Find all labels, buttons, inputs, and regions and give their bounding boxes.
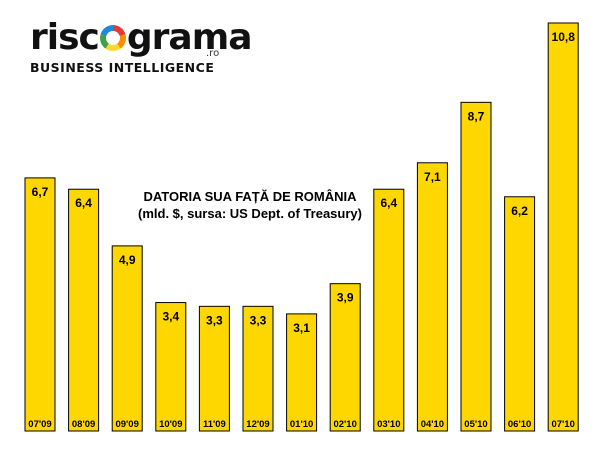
value-label: 4,9	[119, 253, 136, 267]
bar-04'10	[416, 162, 448, 432]
category-label: 10'09	[159, 419, 182, 430]
bar-07'10	[547, 22, 579, 432]
category-label: 12'09	[246, 419, 269, 430]
logo-wordmark: risc grama	[30, 17, 252, 58]
value-label: 10,8	[552, 30, 576, 44]
logo-tagline: BUSINESS INTELLIGENCE	[30, 60, 215, 75]
value-label: 6,7	[32, 185, 49, 199]
value-label: 7,1	[424, 170, 441, 184]
bar-10'09	[155, 302, 187, 432]
category-label: 07'10	[551, 419, 574, 430]
bar-05'10	[460, 101, 492, 432]
value-label: 6,4	[380, 196, 397, 210]
category-label: 04'10	[421, 419, 444, 430]
value-label: 3,1	[293, 321, 310, 335]
bar-08'09	[68, 188, 100, 432]
bar-01'10	[286, 313, 318, 432]
logo-suffix: .ro	[206, 48, 220, 59]
value-label: 3,4	[162, 310, 179, 324]
bar-02'10	[329, 283, 361, 432]
bar-11'09	[198, 305, 230, 432]
category-label: 01'10	[290, 419, 313, 430]
bar-07'09	[24, 177, 56, 432]
category-label: 02'10	[333, 419, 356, 430]
logo: risc grama .ro BUSINESS INTELLIGENCE	[30, 17, 252, 76]
value-label: 6,2	[511, 204, 528, 218]
category-label: 09'09	[115, 419, 138, 430]
value-label: 6,4	[75, 196, 92, 210]
bar-09'09	[111, 245, 143, 432]
logo-ring-icon	[99, 25, 126, 51]
value-label: 8,7	[468, 109, 485, 123]
category-label: 07'09	[28, 419, 51, 430]
category-label: 11'09	[203, 419, 226, 430]
chart-title-block: DATORIA SUA FAȚĂ DE ROMÂNIA (mld. $, sur…	[100, 188, 400, 222]
category-label: 06'10	[508, 419, 531, 430]
value-label: 3,3	[250, 313, 267, 327]
bar-06'10	[504, 196, 536, 432]
value-label: 3,9	[337, 291, 354, 305]
chart-title: DATORIA SUA FAȚĂ DE ROMÂNIA	[143, 189, 357, 204]
bar-12'09	[242, 305, 274, 432]
logo-word-right: grama	[126, 17, 253, 58]
category-label: 05'10	[464, 419, 487, 430]
category-label: 08'09	[72, 419, 95, 430]
logo-word-left: risc	[30, 17, 100, 58]
bar-03'10	[373, 188, 405, 432]
chart-subtitle: (mld. $, sursa: US Dept. of Treasury)	[138, 206, 362, 221]
value-label: 3,3	[206, 313, 223, 327]
category-label: 03'10	[377, 419, 400, 430]
